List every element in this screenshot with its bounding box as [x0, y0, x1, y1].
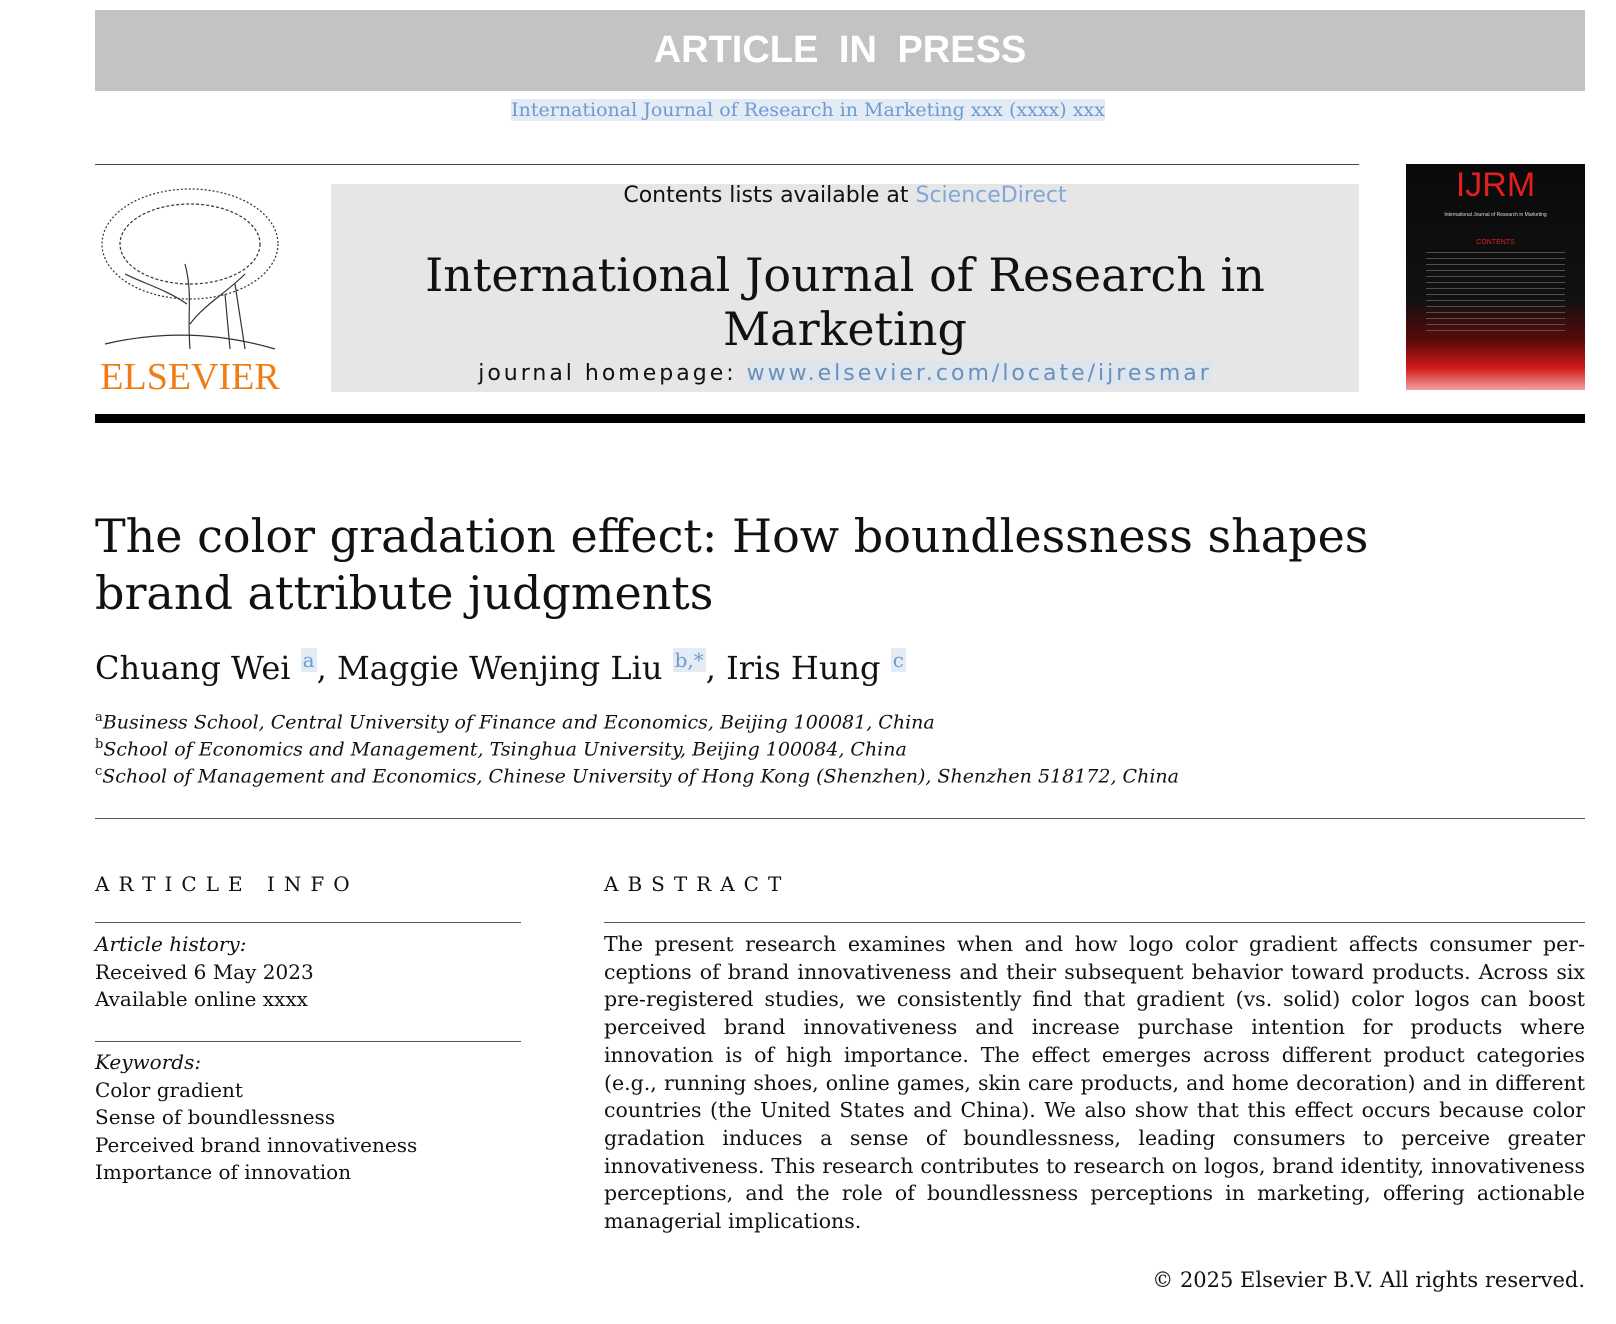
contents-line: Contents lists available at ScienceDirec…: [331, 183, 1359, 208]
elsevier-logo: ELSEVIER: [95, 184, 285, 398]
elsevier-tree-icon: ELSEVIER: [100, 188, 280, 398]
keywords: Keywords: Color gradient Sense of boundl…: [95, 1049, 417, 1187]
author-name: Maggie Wenjing Liu: [336, 649, 663, 687]
cover-title: IJRM: [1455, 166, 1536, 204]
article-title: The color gradation effect: How boundles…: [95, 509, 1369, 620]
affiliation: bSchool of Economics and Management, Tsi…: [95, 737, 907, 760]
affiliation: aBusiness School, Central University of …: [95, 710, 935, 733]
article-history: Article history: Received 6 May 2023 Ava…: [95, 931, 314, 1014]
cover-contents-list: [1426, 252, 1565, 332]
divider: [95, 164, 1359, 165]
copyright: © 2025 Elsevier B.V. All rights reserved…: [1152, 1268, 1585, 1292]
homepage-label: journal homepage:: [478, 361, 747, 386]
affiliation-text: School of Management and Economics, Chin…: [102, 765, 1179, 788]
article-in-press-banner: ARTICLE IN PRESS: [95, 10, 1585, 91]
header-rule: [95, 414, 1585, 423]
received-date: Received 6 May 2023: [95, 959, 314, 984]
affiliation-mark: a: [95, 710, 103, 725]
abstract-text: The present research examines when and h…: [604, 932, 1585, 1234]
available-online: Available online xxxx: [95, 987, 308, 1011]
affiliation-text: School of Economics and Management, Tsin…: [103, 738, 907, 761]
journal-homepage: journal homepage: www.elsevier.com/locat…: [331, 361, 1359, 386]
keyword: Perceived brand innovativeness: [95, 1132, 418, 1157]
divider: [95, 922, 521, 923]
affiliation-link[interactable]: c: [890, 648, 906, 672]
author-name: Chuang Wei: [95, 649, 291, 687]
affiliation-mark: c: [95, 764, 103, 779]
history-label: Article history:: [95, 932, 247, 956]
divider: [604, 922, 1585, 923]
homepage-link[interactable]: www.elsevier.com/locate/ijresmar: [746, 361, 1212, 386]
journal-citation-link[interactable]: International Journal of Research in Mar…: [511, 99, 1105, 121]
affiliation-link[interactable]: a: [300, 648, 317, 672]
svg-text:ELSEVIER: ELSEVIER: [100, 356, 280, 394]
affiliation-mark: b: [95, 737, 104, 752]
cover-subtitle: International Journal of Research in Mar…: [1444, 212, 1547, 218]
author-name: Iris Hung: [726, 649, 881, 687]
author-list: Chuang Wei a, Maggie Wenjing Liu b,*, Ir…: [95, 648, 906, 687]
divider: [95, 1041, 521, 1042]
journal-header-box: [331, 184, 1359, 392]
abstract-heading: ABSTRACT: [604, 872, 791, 896]
keywords-label: Keywords:: [95, 1050, 202, 1074]
keyword: Importance of innovation: [95, 1160, 352, 1184]
contents-prefix: Contents lists available at: [623, 183, 916, 208]
sciencedirect-link[interactable]: ScienceDirect: [915, 183, 1067, 208]
journal-citation: International Journal of Research in Mar…: [0, 99, 1616, 121]
article-info-heading: ARTICLE INFO: [95, 872, 359, 896]
affiliation: cSchool of Management and Economics, Chi…: [95, 764, 1179, 787]
divider: [95, 818, 1585, 819]
cover-contents: CONTENTS: [1476, 239, 1515, 246]
affiliation-text: Business School, Central University of F…: [102, 711, 935, 734]
journal-title: International Journal of Research in Mar…: [425, 248, 1265, 356]
journal-cover-image[interactable]: IJRM International Journal of Research i…: [1406, 164, 1585, 390]
keyword: Sense of boundlessness: [95, 1105, 336, 1129]
affiliation-link[interactable]: b,*: [672, 648, 706, 672]
keyword: Color gradient: [95, 1077, 243, 1102]
